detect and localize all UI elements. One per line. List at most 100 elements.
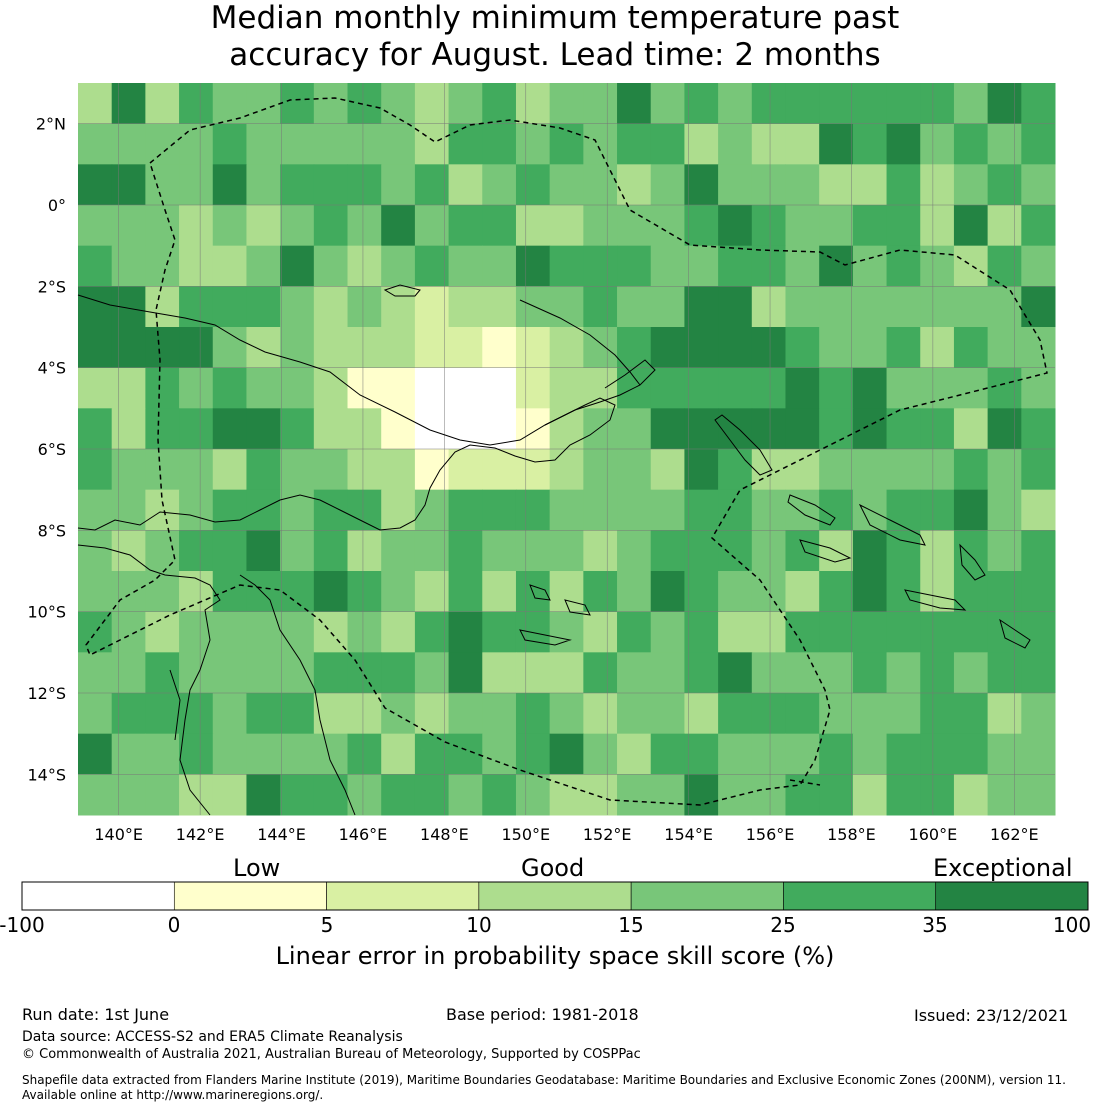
grid-cell (684, 367, 719, 409)
grid-cell (920, 327, 955, 369)
grid-cell (246, 367, 281, 409)
grid-cell (347, 123, 382, 165)
grid-cell (313, 367, 349, 409)
shapefile-credit-2: Available online at http://www.marinereg… (22, 1088, 324, 1102)
grid-cell (785, 733, 820, 775)
grid-cell (920, 571, 955, 613)
grid-cell (852, 774, 888, 816)
grid-cell (650, 652, 685, 694)
grid-cell (347, 367, 382, 409)
grid-cell (987, 652, 1022, 694)
grid-cell (987, 489, 1022, 531)
grid-cell (145, 774, 180, 816)
grid-cell (852, 367, 888, 409)
new-guinea-coast (77, 294, 616, 531)
grid-cell (145, 449, 180, 491)
grid-cell (751, 733, 786, 775)
grid-cell (886, 611, 921, 653)
louisiade-coast (519, 584, 591, 646)
grid-cell (751, 83, 786, 125)
grid-cell (381, 530, 416, 572)
grid-cell (684, 693, 719, 735)
grid-cell (414, 693, 450, 735)
grid-cell (920, 83, 955, 125)
grid-cell (617, 693, 652, 735)
grid-cell (953, 408, 989, 450)
grid-cell (78, 164, 113, 206)
grid-cell (549, 164, 584, 206)
colorbar-bin (173, 881, 327, 911)
lat-tick-label: 0° (48, 196, 66, 215)
lat-tick-label: 6°S (38, 440, 66, 459)
grid-cell (617, 123, 652, 165)
lon-tick-label: 154°E (664, 825, 713, 844)
grid-cell (515, 652, 551, 694)
grid-cell (819, 408, 854, 450)
grid-cell (280, 245, 315, 287)
grid-cell (212, 693, 247, 735)
grid-cell (212, 367, 247, 409)
grid-cell (280, 611, 315, 653)
colorbar-tick: 35 (922, 913, 948, 937)
lat-tick-label: 12°S (27, 684, 66, 703)
grid-cell (347, 611, 382, 653)
solomon-coast-4 (904, 589, 967, 611)
grid-cell (785, 408, 820, 450)
grid-cell (617, 245, 652, 287)
grid-cell (111, 571, 146, 613)
grid-cell (78, 611, 113, 653)
grid-cell (414, 489, 450, 531)
grid-cell (1021, 205, 1056, 247)
grid-cell (78, 123, 113, 165)
grid-cell (179, 571, 214, 613)
grid-cell (482, 693, 517, 735)
grid-cell (313, 245, 349, 287)
grid-cell (111, 245, 146, 287)
grid-cell (313, 489, 349, 531)
grid-cell (482, 408, 517, 450)
grid-cell (347, 164, 382, 206)
colorbar-tick: 25 (770, 913, 796, 937)
grid-cell (684, 205, 719, 247)
colorbar-bin (630, 881, 784, 911)
grid-cell (987, 408, 1022, 450)
grid-cell (819, 571, 854, 613)
colorbar-tick: 0 (167, 913, 181, 937)
grid-cell (617, 408, 652, 450)
grid-cell (852, 449, 888, 491)
lon-tick-label: 156°E (746, 825, 795, 844)
grid-cell (549, 530, 584, 572)
grid-cell (718, 733, 753, 775)
grid-cell (111, 733, 146, 775)
grid-cell (987, 571, 1022, 613)
grid-cell (718, 530, 753, 572)
grid-cell (718, 327, 753, 369)
grid-cell (212, 123, 247, 165)
grid-cell (751, 489, 786, 531)
grid-cell (819, 164, 854, 206)
grid-cell (650, 123, 685, 165)
grid-cell (920, 164, 955, 206)
grid-cell (111, 652, 146, 694)
grid-cell (212, 489, 247, 531)
colorbar-bin (783, 881, 937, 911)
grid-cell (414, 408, 450, 450)
grid-cell (145, 327, 180, 369)
grid-cell (313, 652, 349, 694)
grid-cell (718, 489, 753, 531)
grid-cell (886, 449, 921, 491)
grid-cell (280, 652, 315, 694)
grid-cell (381, 245, 416, 287)
grid-cell (886, 489, 921, 531)
grid-cell (179, 489, 214, 531)
grid-cell (549, 733, 584, 775)
grid-cell (886, 286, 921, 328)
grid-cell (212, 774, 247, 816)
grid-cell (1021, 571, 1056, 613)
grid-cell (549, 286, 584, 328)
colorbar-bin (935, 881, 1089, 911)
grid-cell (448, 205, 483, 247)
grid-cell (549, 83, 584, 125)
grid-cell (987, 123, 1022, 165)
grid-cell (852, 408, 888, 450)
